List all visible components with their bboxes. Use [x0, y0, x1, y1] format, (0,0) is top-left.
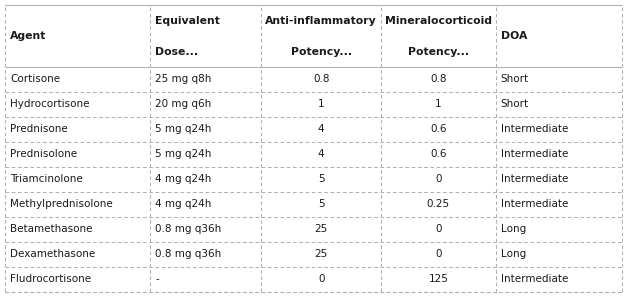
Text: 4 mg q24h: 4 mg q24h [155, 199, 211, 209]
Text: 0: 0 [435, 174, 441, 184]
Text: Intermediate: Intermediate [500, 199, 568, 209]
Text: Potency...: Potency... [291, 47, 352, 56]
Text: 4 mg q24h: 4 mg q24h [155, 174, 211, 184]
Text: 4: 4 [318, 149, 325, 159]
Text: 5 mg q24h: 5 mg q24h [155, 149, 211, 159]
Text: 0: 0 [435, 224, 441, 234]
Text: 1: 1 [435, 99, 442, 109]
Text: 0.6: 0.6 [430, 149, 446, 159]
Text: 0.8 mg q36h: 0.8 mg q36h [155, 249, 221, 259]
Text: Equivalent: Equivalent [155, 16, 220, 26]
Text: 25: 25 [315, 224, 328, 234]
Text: Anti-inflammatory: Anti-inflammatory [265, 16, 377, 26]
Text: Intermediate: Intermediate [500, 274, 568, 284]
Text: Dexamethasone: Dexamethasone [10, 249, 95, 259]
Text: 0.25: 0.25 [427, 199, 450, 209]
Text: Short: Short [500, 99, 529, 109]
Text: 0: 0 [435, 249, 441, 259]
Text: Hydrocortisone: Hydrocortisone [10, 99, 90, 109]
Text: 25 mg q8h: 25 mg q8h [155, 74, 211, 84]
Text: 5 mg q24h: 5 mg q24h [155, 124, 211, 134]
Text: Agent: Agent [10, 31, 46, 41]
Text: 25: 25 [315, 249, 328, 259]
Text: Long: Long [500, 249, 526, 259]
Text: Triamcinolone: Triamcinolone [10, 174, 83, 184]
Text: 0.6: 0.6 [430, 124, 446, 134]
Text: Prednisolone: Prednisolone [10, 149, 77, 159]
Text: Short: Short [500, 74, 529, 84]
Text: 0.8: 0.8 [313, 74, 329, 84]
Text: DOA: DOA [500, 31, 527, 41]
Text: Betamethasone: Betamethasone [10, 224, 93, 234]
Text: 5: 5 [318, 174, 325, 184]
Text: 0.8: 0.8 [430, 74, 446, 84]
Text: Prednisone: Prednisone [10, 124, 68, 134]
Text: 5: 5 [318, 199, 325, 209]
Text: 0.8 mg q36h: 0.8 mg q36h [155, 224, 221, 234]
Text: Potency...: Potency... [408, 47, 469, 56]
Text: Dose...: Dose... [155, 47, 198, 56]
Text: 1: 1 [318, 99, 325, 109]
Text: Methylprednisolone: Methylprednisolone [10, 199, 113, 209]
Text: 4: 4 [318, 124, 325, 134]
Text: 0: 0 [318, 274, 324, 284]
Text: Intermediate: Intermediate [500, 174, 568, 184]
Text: Long: Long [500, 224, 526, 234]
Text: Intermediate: Intermediate [500, 149, 568, 159]
Text: 20 mg q6h: 20 mg q6h [155, 99, 211, 109]
Text: Fludrocortisone: Fludrocortisone [10, 274, 91, 284]
Text: Intermediate: Intermediate [500, 124, 568, 134]
Text: -: - [155, 274, 159, 284]
Text: Cortisone: Cortisone [10, 74, 60, 84]
Text: Mineralocorticoid: Mineralocorticoid [385, 16, 492, 26]
Text: 125: 125 [428, 274, 448, 284]
